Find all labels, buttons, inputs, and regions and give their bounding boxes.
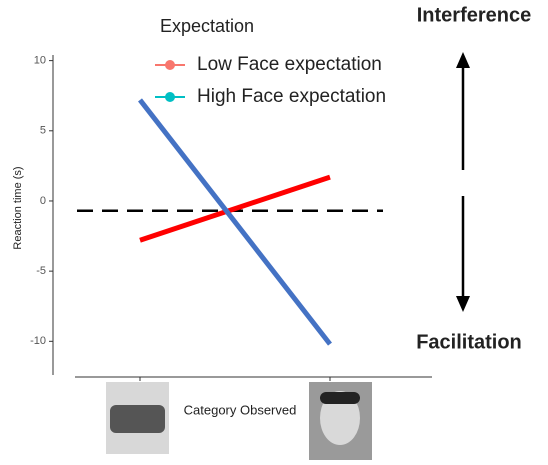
- y-tick-label: 5: [40, 125, 46, 137]
- car-image: [106, 382, 169, 454]
- annotation: Facilitation: [416, 331, 522, 353]
- y-axis-label: Reaction time (s): [12, 166, 24, 249]
- y-tick-label: -10: [30, 335, 46, 347]
- legend-label: High Face expectation: [197, 86, 386, 107]
- face-image: [309, 382, 372, 460]
- y-tick-label: 10: [34, 55, 46, 67]
- arrow-up: [456, 52, 470, 170]
- annotation: Interference: [417, 4, 532, 26]
- y-tick-label: -5: [36, 265, 46, 277]
- arrow-down: [456, 196, 470, 312]
- series-line: [138, 98, 332, 346]
- y-tick-label: 0: [40, 195, 46, 207]
- legend-key: [165, 60, 175, 70]
- legend-title: Expectation: [160, 16, 254, 36]
- series-line: [139, 174, 331, 243]
- x-axis-label: Category Observed: [184, 402, 297, 417]
- legend-key: [165, 92, 175, 102]
- legend-label: Low Face expectation: [197, 54, 382, 75]
